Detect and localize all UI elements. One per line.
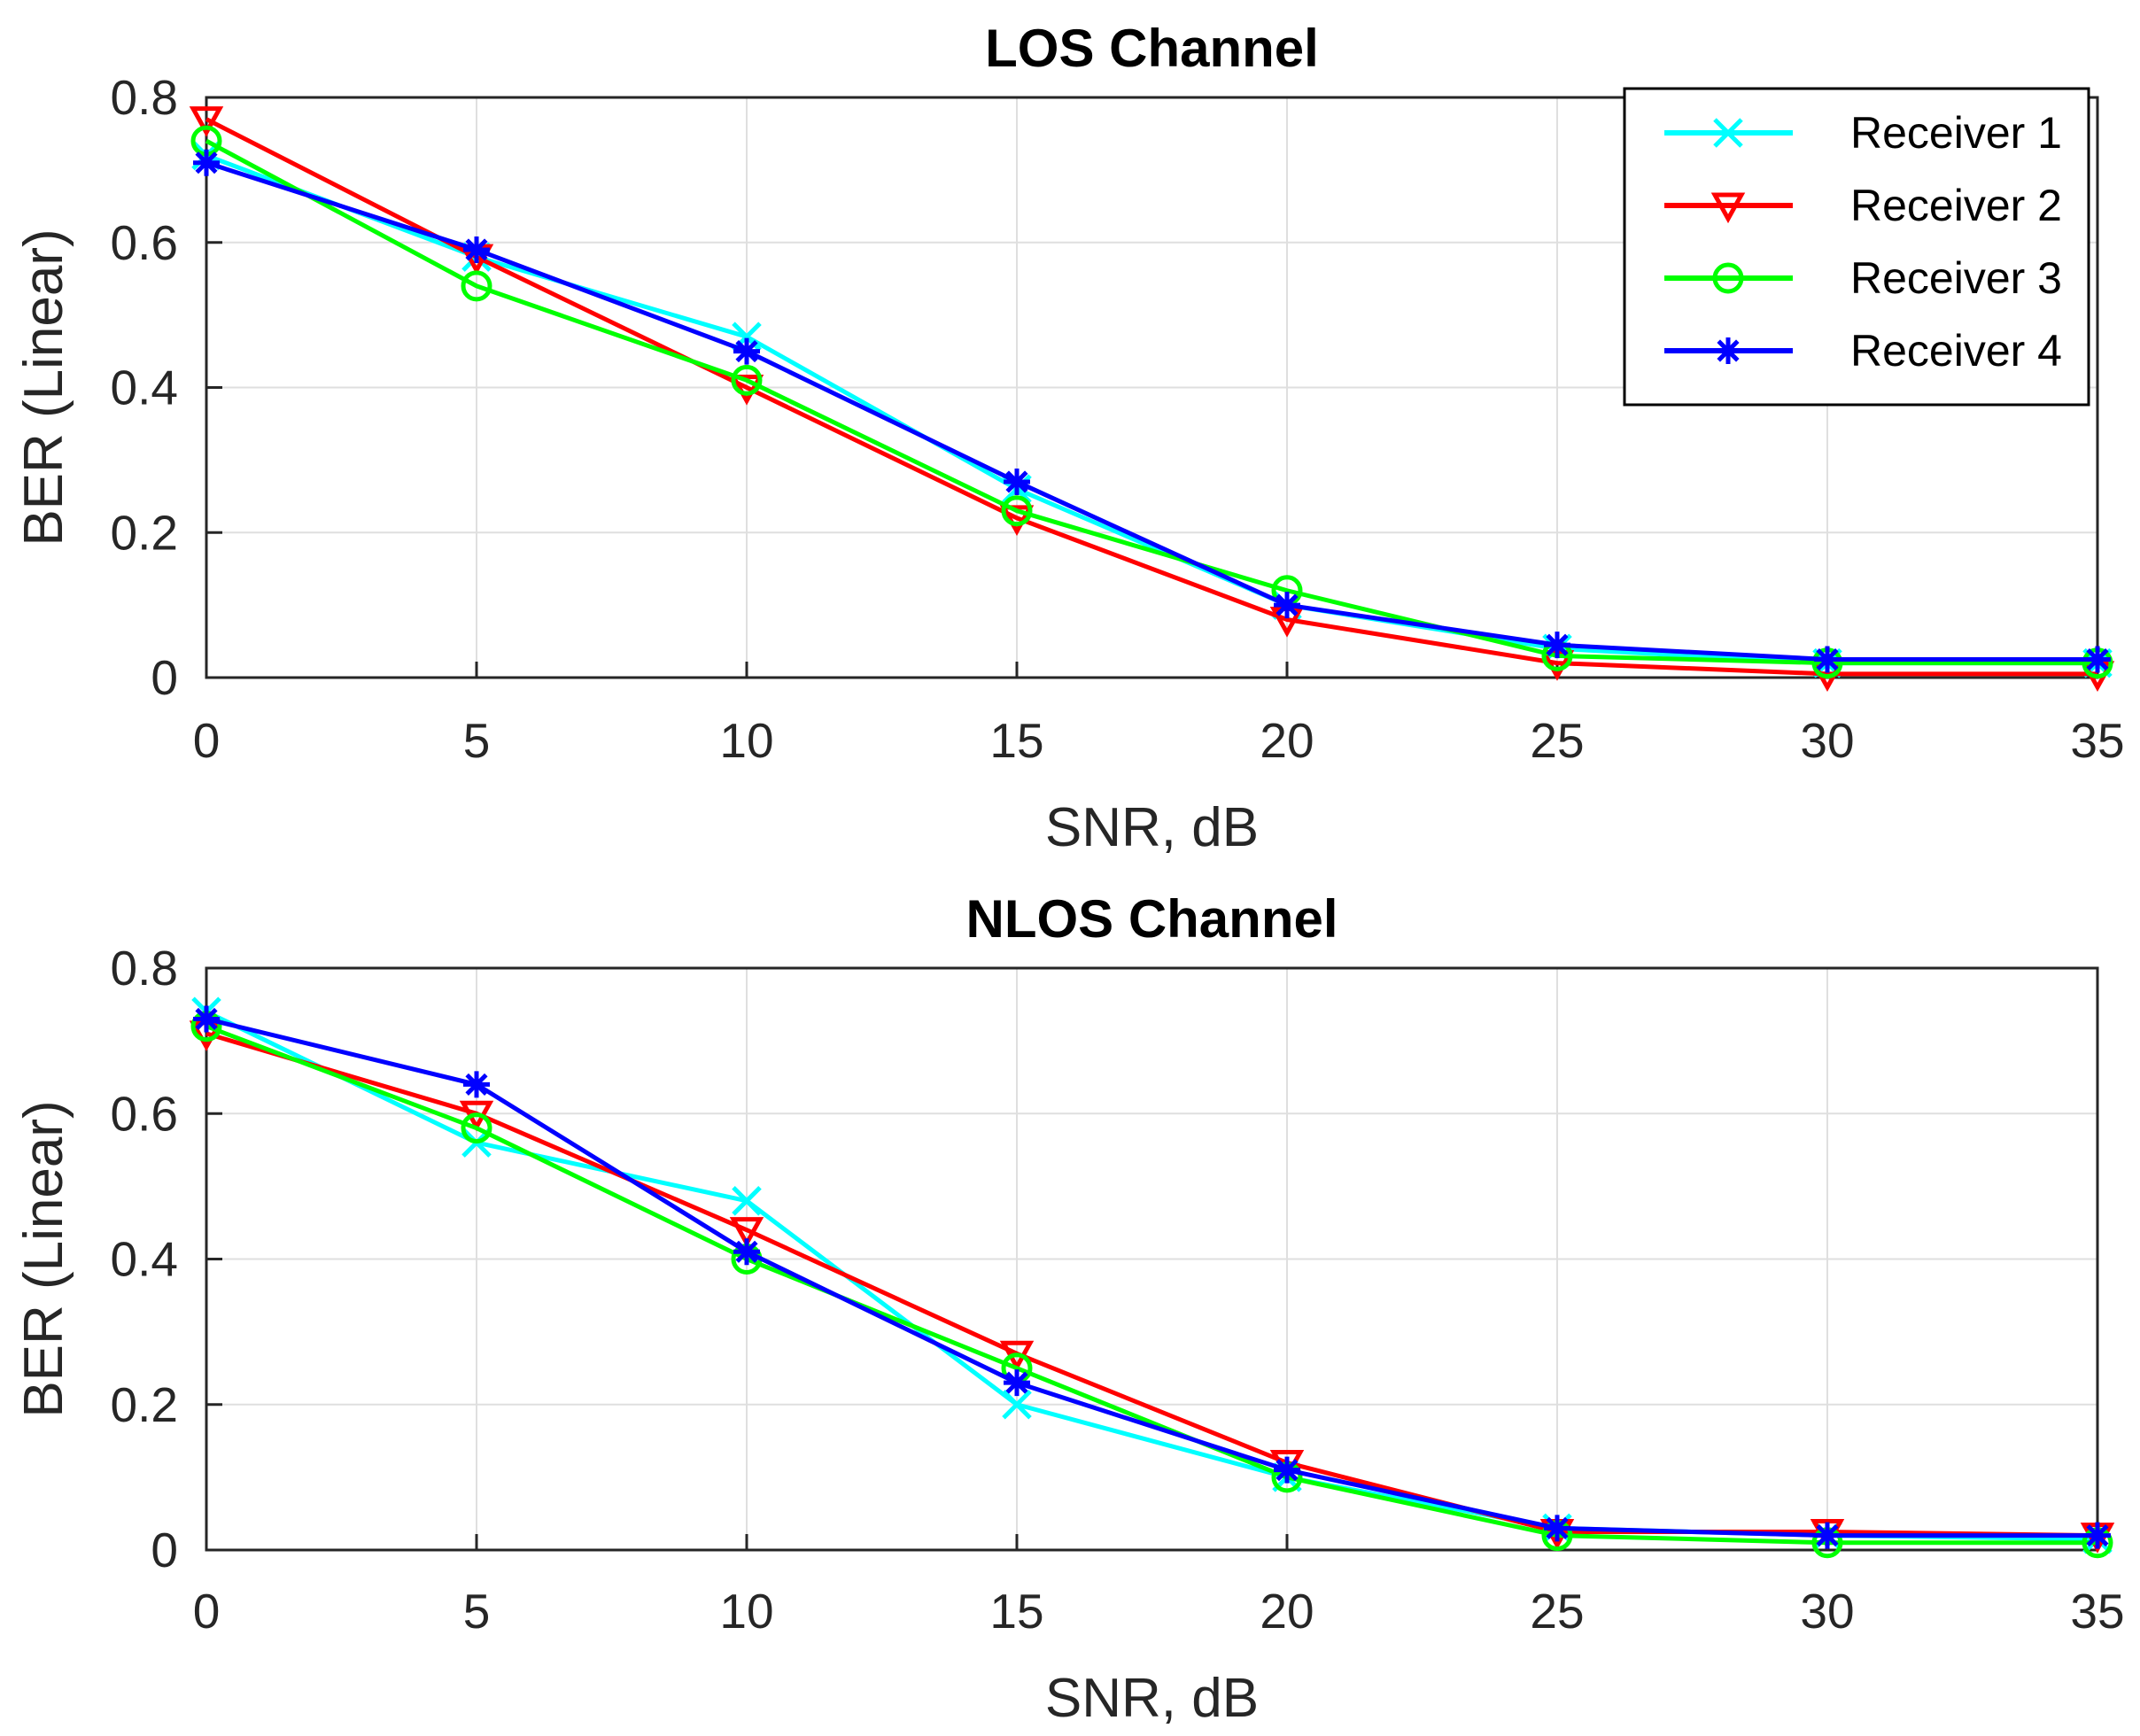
nlos-x-axis-label: SNR, dB — [1045, 1668, 1259, 1729]
los-chart: 0 5 10 15 20 25 30 35 0 0.2 0.4 0.6 0.8 LOS Channel SN… — [13, 19, 2125, 858]
los-series-line — [205, 138, 2097, 666]
nlos-data-point — [1004, 1369, 1030, 1397]
los-data-point — [731, 364, 763, 396]
nlos-data-point — [461, 1112, 492, 1144]
los-data-point — [1004, 468, 1030, 495]
legend-label: Receiver 2 — [1850, 181, 2062, 230]
nlos-x-tick-label: 0 — [193, 1584, 221, 1639]
nlos-series-4 — [193, 1005, 2111, 1549]
los-y-tick-label: 0 — [151, 650, 178, 705]
legend-label: Receiver 3 — [1850, 253, 2062, 303]
los-data-point — [189, 106, 224, 137]
los-data-point — [733, 337, 760, 365]
los-data-point — [2084, 646, 2111, 673]
los-chart-title: LOS Channel — [985, 19, 1319, 78]
nlos-y-axis-label: BER (Linear) — [13, 1100, 74, 1417]
los-y-axis-label: BER (Linear) — [13, 229, 74, 546]
legend-marker — [1710, 192, 1746, 224]
los-data-point — [1814, 646, 1841, 673]
los-x-axis-label: SNR, dB — [1045, 797, 1259, 858]
nlos-y-tick-label: 0.4 — [111, 1232, 178, 1287]
los-data-point — [193, 149, 220, 176]
nlos-series-line — [205, 1031, 2098, 1538]
nlos-data-point — [1002, 1389, 1032, 1420]
nlos-x-tick-label: 10 — [719, 1584, 773, 1639]
nlos-data-point — [733, 1238, 760, 1266]
los-legend: Receiver 1 Receiver 2 Receiver 3 Receiver 4 — [1623, 87, 2090, 407]
los-x-tick-label: 30 — [1800, 713, 1854, 768]
los-x-tick-label: 20 — [1260, 713, 1314, 768]
legend-marker — [1715, 337, 1741, 364]
nlos-y-tick-label: 0.2 — [111, 1377, 178, 1432]
los-x-tick-label: 35 — [2070, 713, 2124, 768]
los-y-tick-label: 0.6 — [111, 215, 178, 270]
nlos-y-tick-label: 0 — [151, 1523, 178, 1577]
los-x-tick-label: 0 — [193, 713, 221, 768]
nlos-data-point — [2084, 1522, 2111, 1549]
los-x-tick-label: 10 — [719, 713, 773, 768]
legend-label: Receiver 1 — [1850, 108, 2062, 158]
los-x-tick-label: 15 — [989, 713, 1043, 768]
nlos-data-point — [193, 1005, 220, 1033]
los-data-point — [463, 236, 490, 263]
nlos-data-point — [732, 1186, 762, 1216]
nlos-data-point — [463, 1071, 490, 1098]
nlos-x-tick-label: 25 — [1530, 1584, 1584, 1639]
nlos-chart: 0 5 10 15 20 25 30 35 0 0.2 0.4 0.6 0.8 NLOS Channel S… — [13, 889, 2125, 1729]
nlos-chart-title: NLOS Channel — [965, 889, 1338, 949]
nlos-data-point — [729, 1217, 764, 1248]
los-data-point — [461, 270, 492, 302]
los-data-point — [999, 505, 1035, 537]
los-y-tick-label: 0.8 — [111, 70, 178, 125]
los-series-line — [205, 117, 2097, 677]
los-y-tick-label: 0.4 — [111, 360, 178, 415]
nlos-x-tick-label: 5 — [463, 1584, 491, 1639]
legend-marker — [1712, 262, 1744, 294]
los-x-tick-label: 5 — [463, 713, 491, 768]
los-data-point — [1544, 632, 1570, 659]
nlos-x-tick-label: 35 — [2070, 1584, 2124, 1639]
nlos-data-point — [1544, 1515, 1570, 1542]
nlos-x-tick-label: 15 — [989, 1584, 1043, 1639]
nlos-data-point — [1274, 1456, 1300, 1484]
nlos-x-tick-label: 20 — [1260, 1584, 1314, 1639]
legend-label: Receiver 4 — [1850, 326, 2062, 376]
los-y-tick-label: 0.2 — [111, 505, 178, 560]
los-series-4 — [193, 149, 2111, 673]
nlos-y-tick-label: 0.6 — [111, 1086, 178, 1141]
los-data-point — [1274, 592, 1300, 619]
nlos-y-tick-label: 0.8 — [111, 941, 178, 996]
legend-marker — [1713, 118, 1743, 148]
los-series-line — [205, 160, 2097, 663]
los-x-tick-label: 25 — [1530, 713, 1584, 768]
nlos-series-line — [205, 1017, 2097, 1538]
nlos-data-point — [1814, 1522, 1841, 1549]
nlos-series-line — [205, 1024, 2097, 1546]
los-data-point — [729, 375, 764, 406]
los-data-point — [1001, 495, 1033, 527]
nlos-x-tick-label: 30 — [1800, 1584, 1854, 1639]
